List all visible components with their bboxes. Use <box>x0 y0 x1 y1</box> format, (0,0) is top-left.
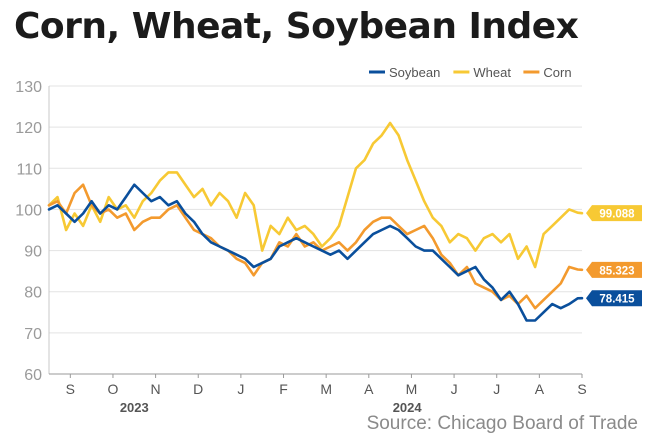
end-label-tag-wheat <box>586 205 642 222</box>
x-tick-label: S <box>577 381 586 397</box>
end-label-wheat: 99.088 <box>599 209 635 221</box>
y-tick-labels: 60 70 80 90 100 110 120 130 <box>15 79 42 384</box>
legend-label-corn: Corn <box>543 65 571 80</box>
x-tick-label: S <box>66 381 75 397</box>
legend: Soybean Wheat Corn <box>369 65 572 80</box>
x-tick-label: J <box>493 381 500 397</box>
end-value-labels: 78.415 99.088 85.323 <box>586 205 642 307</box>
x-tick-labels: S O N D J F M A M J J A S 2023 2024 <box>66 374 587 415</box>
series-lines <box>47 121 584 322</box>
end-label-soybean: 78.415 <box>599 294 635 306</box>
y-tick-label: 90 <box>24 244 42 261</box>
x-tick-label: O <box>108 381 119 397</box>
x-tick-label: D <box>193 381 203 397</box>
axes <box>48 86 582 375</box>
y-tick-label: 110 <box>16 161 42 178</box>
y-tick-label: 60 <box>24 367 42 384</box>
x-tick-label: A <box>535 381 545 397</box>
x-tick-label: M <box>406 381 418 397</box>
y-tick-label: 130 <box>15 79 42 96</box>
series-line-soybean <box>47 183 584 322</box>
chart-title: Corn, Wheat, Soybean Index <box>14 6 579 47</box>
legend-label-wheat: Wheat <box>473 65 511 80</box>
series-line-wheat <box>47 121 584 269</box>
y-tick-label: 80 <box>24 285 42 302</box>
x-tick-label: N <box>151 381 161 397</box>
year-label: 2023 <box>120 400 149 415</box>
year-label: 2024 <box>393 400 423 415</box>
y-tick-label: 100 <box>15 202 42 219</box>
x-tick-label: M <box>320 381 332 397</box>
x-tick-label: J <box>451 381 458 397</box>
legend-label-soybean: Soybean <box>389 65 440 80</box>
x-tick-label: J <box>237 381 244 397</box>
end-label-tag-corn <box>586 261 642 278</box>
x-tick-label: A <box>364 381 374 397</box>
end-label-corn: 85.323 <box>599 265 634 277</box>
y-tick-label: 70 <box>24 326 42 343</box>
x-tick-label: F <box>279 381 288 397</box>
y-tick-label: 120 <box>15 120 42 137</box>
source-note: Source: Chicago Board of Trade <box>366 413 638 434</box>
end-label-tag-soybean <box>586 290 642 307</box>
